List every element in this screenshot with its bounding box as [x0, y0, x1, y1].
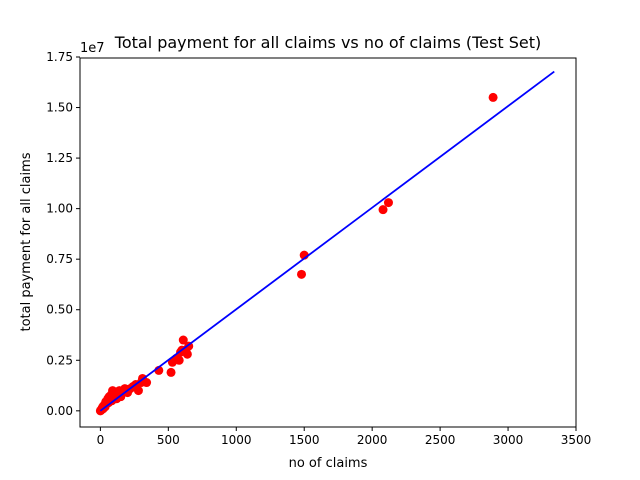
x-tick-label: 500 [157, 433, 180, 447]
y-axis-label: total payment for all claims [19, 152, 34, 331]
scatter-point [182, 349, 192, 359]
scatter-point [178, 335, 188, 345]
scatter-point [297, 269, 307, 279]
scatter-point [133, 386, 143, 396]
y-tick-label: 0.50 [46, 303, 73, 317]
y-tick-label: 1.25 [46, 151, 73, 165]
x-tick-label: 1500 [289, 433, 320, 447]
plot-marks [95, 70, 555, 416]
x-tick-label: 2500 [425, 433, 456, 447]
scatter-point [174, 355, 184, 365]
x-tick-label: 1000 [221, 433, 252, 447]
scatter-point [383, 198, 393, 208]
x-tick-label: 3000 [493, 433, 524, 447]
y-tick-label: 1.75 [46, 50, 73, 64]
x-tick-label: 2000 [357, 433, 388, 447]
scatter-point [142, 378, 152, 388]
y-tick-label: 1.50 [46, 101, 73, 115]
x-axis-label: no of claims [289, 456, 368, 471]
regression-line [99, 70, 555, 412]
chart-title: Total payment for all claims vs no of cl… [114, 33, 541, 52]
scatter-point [166, 367, 176, 377]
y-tick-label: 0.75 [46, 252, 73, 266]
y-tick-label: 1.00 [46, 202, 73, 216]
x-tick-label: 3500 [561, 433, 592, 447]
axis-ticks: 0 500 1000 1500 2000 2500 3000 3500 0.00 0.25 0.50… [46, 50, 591, 447]
y-axis-multiplier: 1e7 [80, 41, 105, 56]
y-tick-label: 0.25 [46, 353, 73, 367]
scatter-point [488, 92, 498, 102]
scatter-point [378, 205, 388, 215]
plot-frame [79, 57, 577, 428]
y-tick-label: 0.00 [46, 404, 73, 418]
x-tick-label: 0 [97, 433, 105, 447]
